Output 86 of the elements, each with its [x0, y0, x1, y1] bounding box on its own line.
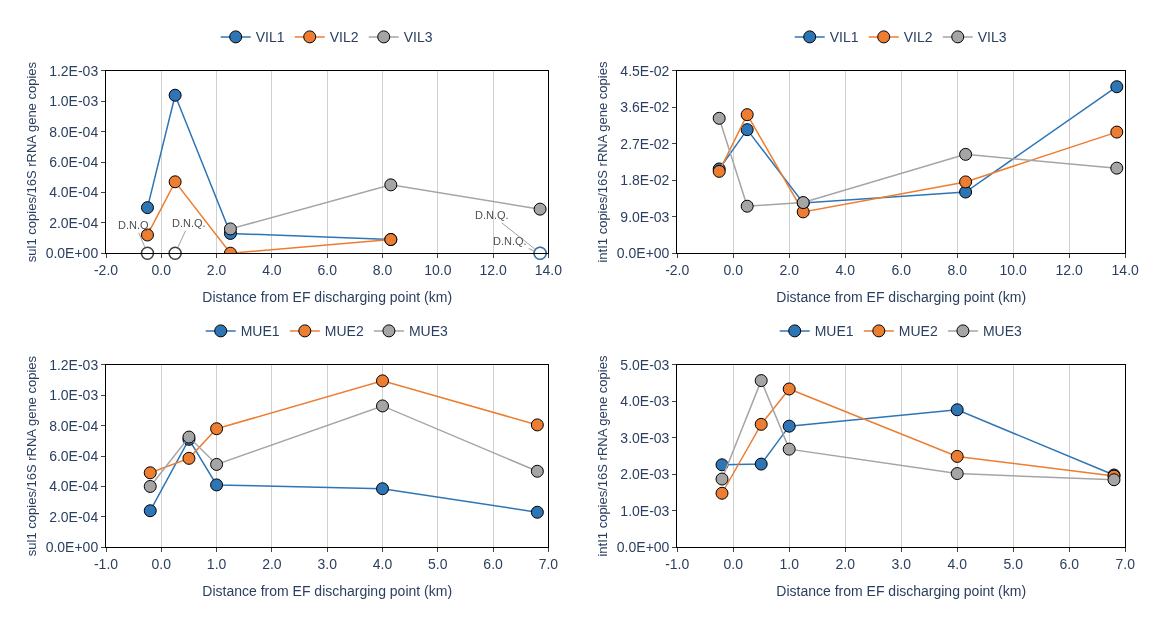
- x-axis-title: Distance from EF discharging point (km): [776, 583, 1027, 600]
- x-tick-label: 10.0: [999, 262, 1028, 278]
- legend-label: MUE1: [240, 323, 280, 340]
- y-tick-label: 2.0E-03: [620, 466, 670, 483]
- x-tick-label: 6.0: [891, 262, 912, 278]
- y-tick-label: 4.0E-03: [620, 393, 670, 410]
- y-tick-label: 0.0E+00: [45, 245, 99, 262]
- y-axis-title: intI1 copies/16S rRNA gene copies: [594, 355, 610, 557]
- legend-label: VIL1: [829, 29, 859, 46]
- legend-label: VIL3: [977, 29, 1007, 46]
- legend-label: VIL1: [255, 29, 285, 46]
- x-tick-label: 12.0: [479, 262, 507, 278]
- legend-label: MUE3: [408, 323, 449, 340]
- x-tick-label: 0.0: [723, 262, 744, 278]
- x-tick-label: 3.0: [317, 556, 338, 572]
- y-tick-label: 4.0E-04: [49, 478, 99, 495]
- annotation: D.N.Q.: [118, 219, 152, 231]
- annotation: D.N.Q.: [493, 235, 527, 247]
- legend-label: MUE3: [982, 323, 1023, 340]
- x-tick-label: 14.0: [534, 262, 563, 278]
- x-tick-label: 2.0: [835, 556, 856, 572]
- y-tick-label: 6.0E-04: [49, 153, 99, 170]
- x-tick-label: -1.0: [665, 556, 690, 572]
- x-tick-label: 8.0: [372, 262, 393, 278]
- y-tick-label: 5.0E-03: [620, 356, 670, 373]
- y-tick-label: 0.0E+00: [616, 539, 670, 556]
- y-tick-label: 1.0E-03: [620, 502, 670, 519]
- x-tick-label: 8.0: [947, 262, 968, 278]
- x-axis-title: Distance from EF discharging point (km): [202, 289, 453, 306]
- legend-label: VIL2: [903, 29, 933, 46]
- x-tick-label: -2.0: [93, 262, 119, 278]
- x-tick-label: 1.0: [779, 556, 800, 572]
- annotation: D.N.Q.: [475, 209, 509, 221]
- y-tick-label: 4.0E-04: [49, 184, 99, 201]
- x-tick-label: 7.0: [538, 556, 559, 572]
- x-tick-label: 5.0: [428, 556, 448, 572]
- y-tick-label: 0.0E+00: [45, 539, 99, 556]
- y-tick-label: 8.0E-04: [49, 123, 99, 140]
- y-tick-label: 2.0E-04: [49, 214, 99, 231]
- x-tick-label: 6.0: [1059, 556, 1080, 572]
- y-tick-label: 1.2E-03: [49, 356, 99, 373]
- y-tick-label: 1.8E-02: [620, 172, 670, 189]
- x-axis-title: Distance from EF discharging point (km): [776, 289, 1027, 306]
- x-axis-title: Distance from EF discharging point (km): [202, 583, 453, 600]
- x-tick-label: 5.0: [1003, 556, 1024, 572]
- y-tick-label: 0.0E+00: [616, 245, 670, 262]
- x-tick-label: 3.0: [891, 556, 912, 572]
- x-tick-label: 10.0: [424, 262, 452, 278]
- annotation: D.N.Q.: [172, 217, 206, 229]
- x-tick-label: 2.0: [779, 262, 800, 278]
- x-tick-label: 4.0: [835, 262, 856, 278]
- x-tick-label: -1.0: [93, 556, 119, 572]
- y-axis-title: sul1 copies/16S rRNA gene copies: [23, 61, 39, 263]
- x-tick-label: 12.0: [1055, 262, 1084, 278]
- x-tick-label: 0.0: [151, 556, 172, 572]
- x-tick-label: 6.0: [483, 556, 504, 572]
- y-tick-label: 1.0E-03: [49, 387, 99, 404]
- y-tick-label: 2.7E-02: [620, 135, 670, 152]
- x-tick-label: 4.0: [372, 556, 393, 572]
- x-tick-label: 0.0: [151, 262, 172, 278]
- y-axis-title: intI1 copies/16S rRNA gene copies: [594, 61, 610, 263]
- y-tick-label: 6.0E-04: [49, 447, 99, 464]
- x-tick-label: 6.0: [317, 262, 338, 278]
- y-tick-label: 4.5E-02: [620, 62, 670, 79]
- legend-label: MUE2: [898, 323, 938, 340]
- x-tick-label: 1.0: [206, 556, 227, 572]
- x-tick-label: 7.0: [1115, 556, 1136, 572]
- legend-label: MUE1: [814, 323, 854, 340]
- legend-label: VIL3: [403, 29, 433, 46]
- y-tick-label: 9.0E-03: [620, 208, 670, 225]
- y-tick-label: 1.2E-03: [49, 62, 99, 79]
- y-tick-label: 2.0E-04: [49, 508, 99, 525]
- legend-label: VIL2: [329, 29, 359, 46]
- legend-label: MUE2: [324, 323, 364, 340]
- x-tick-label: 2.0: [206, 262, 227, 278]
- x-tick-label: 4.0: [262, 262, 282, 278]
- y-tick-label: 3.6E-02: [620, 99, 670, 116]
- y-tick-label: 8.0E-04: [49, 417, 99, 434]
- x-tick-label: 2.0: [262, 556, 282, 572]
- x-tick-label: 0.0: [723, 556, 744, 572]
- x-tick-label: 14.0: [1111, 262, 1140, 278]
- y-tick-label: 3.0E-03: [620, 429, 670, 446]
- x-tick-label: -2.0: [665, 262, 690, 278]
- x-tick-label: 4.0: [947, 556, 968, 572]
- y-axis-title: sul1 copies/16S rRNA gene copies: [23, 355, 39, 557]
- y-tick-label: 1.0E-03: [49, 93, 99, 110]
